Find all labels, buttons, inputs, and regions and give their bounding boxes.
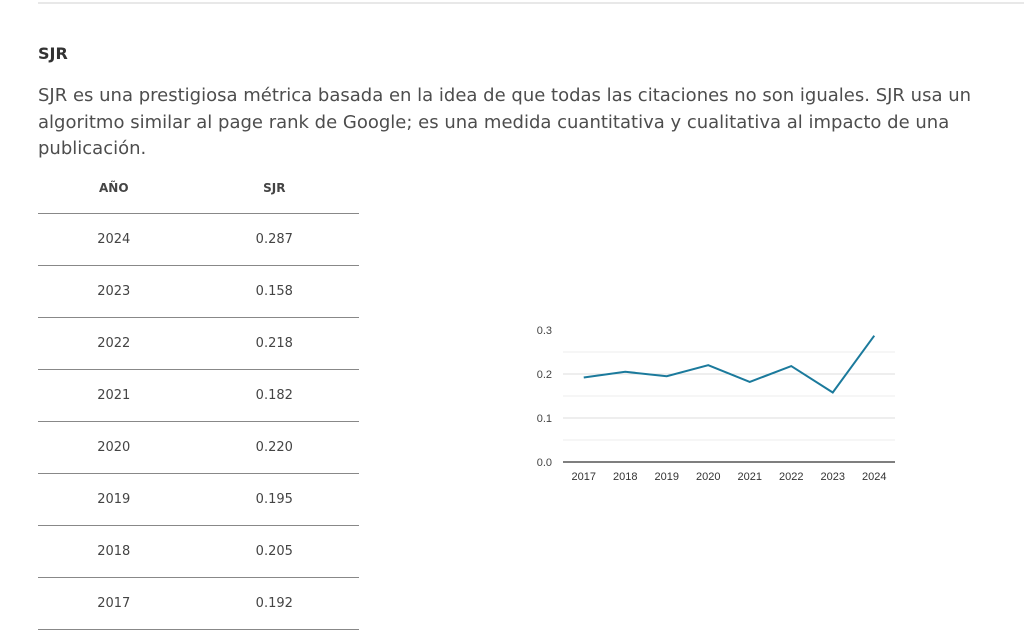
table-row: 2024 0.287 <box>38 213 359 266</box>
sjr-cell: 0.195 <box>189 473 359 526</box>
x-tick-label: 2018 <box>613 471 637 483</box>
sjr-cell: 0.205 <box>189 525 359 578</box>
table-row: 2020 0.220 <box>38 421 359 474</box>
y-tick-label: 0.2 <box>537 369 552 381</box>
sjr-cell: 0.182 <box>189 369 359 422</box>
table-row: 2021 0.182 <box>38 369 359 422</box>
header-year: AÑO <box>38 162 190 214</box>
sjr-cell: 0.192 <box>189 577 359 630</box>
table-row: 2017 0.192 <box>38 577 359 630</box>
x-tick-label: 2019 <box>655 471 679 483</box>
top-divider <box>38 2 1024 4</box>
table-header-row: AÑO SJR <box>38 162 359 214</box>
y-tick-label: 0.1 <box>537 413 552 425</box>
section-title: SJR <box>38 44 68 63</box>
sjr-table: AÑO SJR 2024 0.287 2023 0.158 2022 0.218 2021 0… <box>38 162 359 630</box>
section-description: SJR es una prestigiosa métrica basada en… <box>38 85 972 159</box>
year-cell: 2017 <box>38 577 190 630</box>
year-cell: 2020 <box>38 421 190 474</box>
x-tick-label: 2023 <box>821 471 845 483</box>
table-row: 2023 0.158 <box>38 265 359 318</box>
sjr-cell: 0.158 <box>189 265 359 318</box>
table-row: 2018 0.205 <box>38 525 359 578</box>
sjr-cell: 0.287 <box>189 213 359 266</box>
table-row: 2022 0.218 <box>38 317 359 370</box>
y-tick-label: 0.0 <box>537 457 552 469</box>
year-cell: 2019 <box>38 473 190 526</box>
x-tick-label: 2020 <box>696 471 720 483</box>
year-cell: 2021 <box>38 369 190 422</box>
sjr-cell: 0.220 <box>189 421 359 474</box>
y-tick-label: 0.3 <box>537 325 552 337</box>
year-cell: 2024 <box>38 213 190 266</box>
table-row: 2019 0.195 <box>38 473 359 526</box>
series-line-sjr <box>583 335 876 394</box>
year-cell: 2022 <box>38 317 190 370</box>
x-tick-label: 2022 <box>779 471 803 483</box>
x-tick-label: 2024 <box>862 471 886 483</box>
sjr-cell: 0.218 <box>189 317 359 370</box>
sjr-line-chart: 0.0 0.1 0.2 0.3 2017 2018 2019 2020 2021 2022 2023… <box>537 325 895 483</box>
year-cell: 2018 <box>38 525 190 578</box>
header-sjr: SJR <box>189 162 359 214</box>
x-tick-label: 2017 <box>572 471 596 483</box>
x-tick-label: 2021 <box>738 471 762 483</box>
year-cell: 2023 <box>38 265 190 318</box>
